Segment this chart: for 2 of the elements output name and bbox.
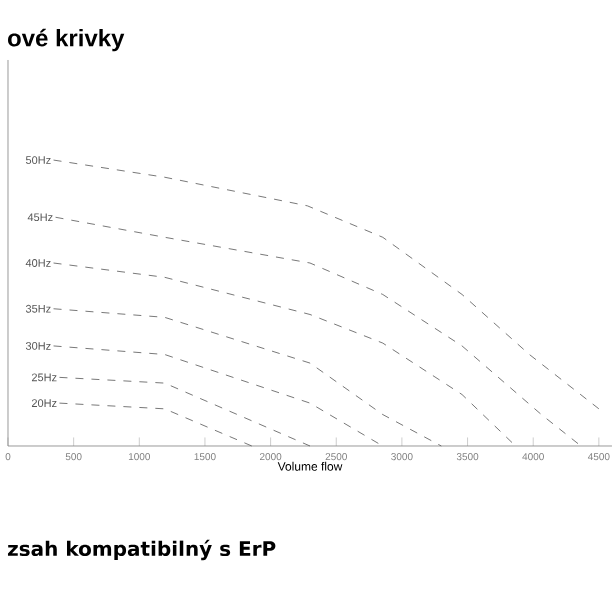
text: zsah kompatibilný s ErP xyxy=(7,539,276,561)
chart-title: ové krivky xyxy=(8,28,125,52)
